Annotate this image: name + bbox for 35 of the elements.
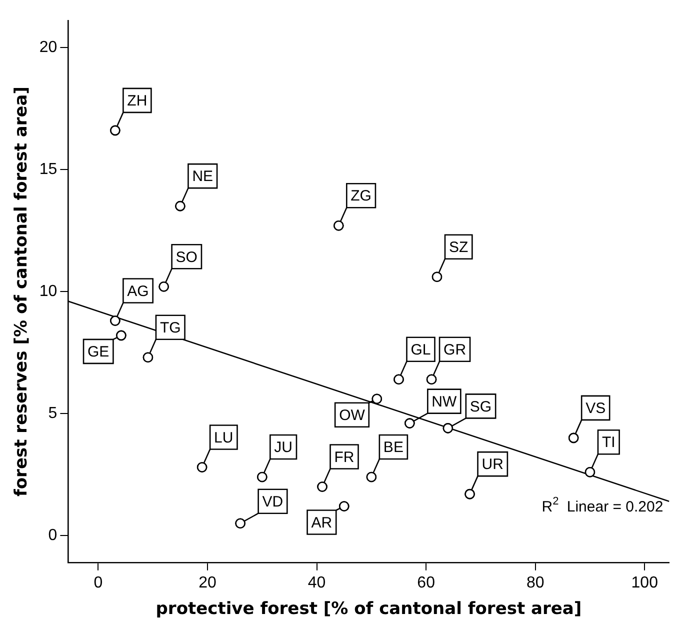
y-tick-label: 15 — [39, 160, 58, 178]
annotation: TG — [160, 320, 181, 337]
x-tick-label: 100 — [631, 574, 658, 592]
annotation: FR — [334, 448, 354, 466]
annotation: AG — [127, 282, 149, 300]
annotation: AR — [311, 514, 332, 532]
x-tick-label: 60 — [417, 574, 436, 592]
x-axis-title: protective forest [% of cantonal forest area] — [156, 599, 582, 620]
y-tick-label: 20 — [39, 38, 58, 56]
annotation: NW — [432, 393, 458, 410]
annotation: JU — [274, 439, 292, 456]
x-tick-label: 80 — [526, 574, 544, 592]
annotation: GR — [444, 342, 466, 358]
annotation: LU — [214, 429, 234, 446]
annotation: BE — [383, 439, 404, 456]
annotation: VS — [586, 400, 606, 418]
annotation: SZ — [448, 238, 468, 256]
x-tick-label: 0 — [94, 574, 103, 592]
annotation: GE — [88, 344, 110, 361]
annotation: GL — [410, 342, 431, 358]
annotation: SG — [470, 398, 492, 416]
annotation: UR — [482, 456, 504, 474]
y-axis-title: forest reserves [% of cantonal forest area] — [12, 86, 32, 497]
annotation: VD — [262, 493, 284, 510]
annotation: TI — [602, 434, 616, 452]
annotation: NE — [192, 168, 214, 186]
annotation: SO — [176, 248, 198, 266]
x-tick-label: 20 — [198, 574, 217, 592]
y-tick-label: 0 — [48, 526, 58, 544]
y-tick-label: 10 — [39, 282, 58, 300]
annotation: ZH — [127, 92, 148, 110]
annotation: OW — [339, 407, 366, 424]
x-tick-label: 40 — [308, 574, 326, 592]
y-tick-label: 5 — [48, 404, 58, 422]
annotation: ZG — [350, 188, 372, 205]
